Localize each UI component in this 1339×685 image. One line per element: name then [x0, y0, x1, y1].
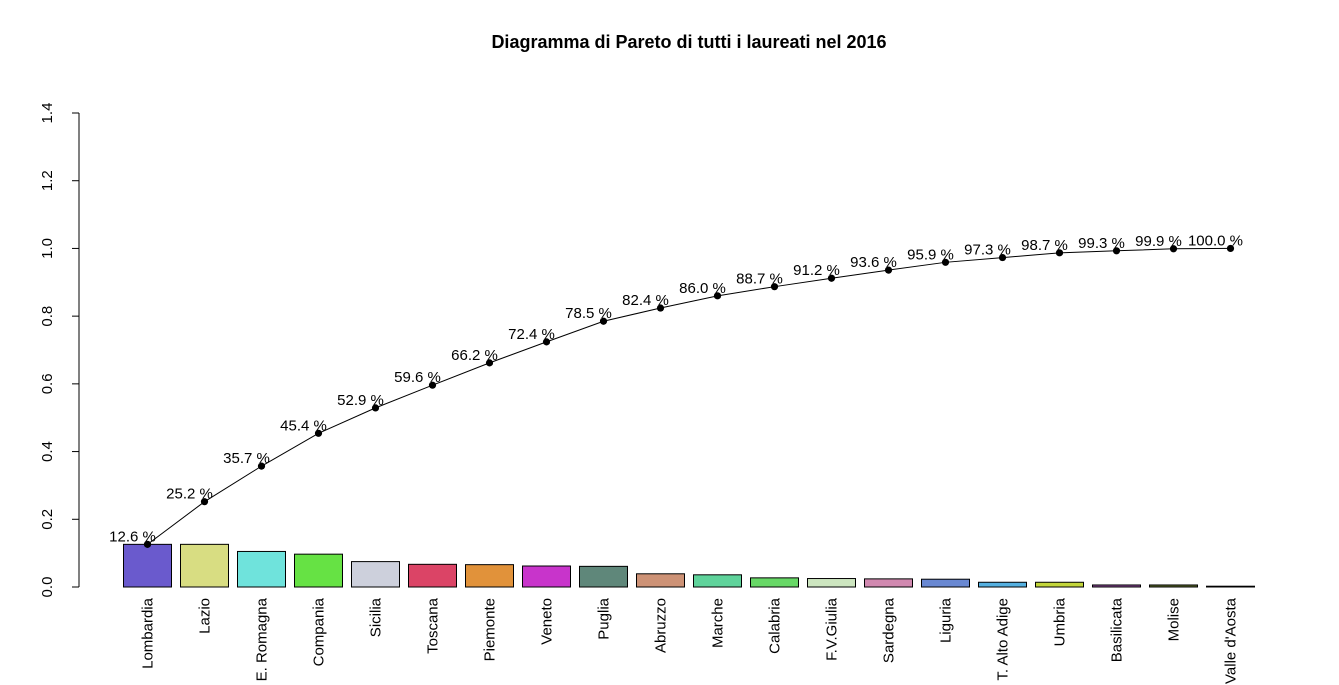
y-tick-label: 0.8	[39, 306, 56, 327]
bar-toscana	[408, 563, 457, 588]
bar-e-romagna	[237, 550, 286, 588]
cumulative-label: 72.4 %	[508, 326, 555, 343]
category-label: Abruzzo	[653, 598, 670, 653]
category-label: Lazio	[197, 598, 214, 634]
chart-title: Diagramma di Pareto di tutti i laureati …	[491, 32, 886, 52]
cumulative-point	[599, 317, 608, 325]
cumulative-point	[428, 381, 437, 389]
bar-abruzzo	[636, 573, 685, 588]
cumulative-label: 45.4 %	[280, 417, 327, 434]
category-label: Sardegna	[881, 597, 898, 663]
bar-molise	[1149, 584, 1198, 588]
category-label: Piemonte	[482, 598, 499, 661]
cumulative-label: 86.0 %	[679, 280, 726, 297]
cumulative-label: 99.9 %	[1135, 233, 1182, 250]
cumulative-point	[827, 274, 836, 282]
cumulative-label: 82.4 %	[622, 292, 669, 309]
cumulative-point	[314, 429, 323, 437]
bar-calabria	[750, 577, 799, 588]
cumulative-point	[713, 292, 722, 300]
cumulative-point	[542, 338, 551, 346]
category-label: Sicilia	[368, 597, 385, 637]
category-label: F.V.Giulia	[824, 597, 841, 660]
cumulative-point	[656, 304, 665, 312]
cumulative-point	[998, 253, 1007, 262]
cumulative-label: 95.9 %	[907, 246, 954, 263]
bar-valle-d-aosta	[1206, 585, 1255, 588]
bar-veneto	[522, 565, 571, 588]
category-label: Basilicata	[1109, 597, 1126, 662]
cumulative-point	[884, 266, 893, 274]
cumulative-label: 35.7 %	[223, 450, 270, 467]
cumulative-point	[770, 283, 779, 291]
y-axis: 0.0 0.2 0.4 0.6 0.8 1.0 1.2 1.4	[39, 103, 80, 598]
y-tick-label: 0.6	[39, 373, 56, 394]
category-label: E. Romagna	[254, 597, 271, 681]
cumulative-label: 59.6 %	[394, 369, 441, 386]
y-tick-label: 1.0	[39, 238, 56, 259]
bar-sicilia	[351, 561, 400, 588]
cumulative-series: 12.6 % 25.2 % 35.7 % 45.4 % 52.9 % 59.6 % 66.2…	[109, 232, 1243, 548]
category-label: Lombardia	[140, 597, 157, 669]
bar-basilicata	[1092, 584, 1141, 588]
cumulative-point	[1112, 247, 1121, 255]
category-label: Marche	[710, 598, 727, 648]
category-label: Calabria	[767, 597, 784, 654]
y-tick-label: 1.4	[39, 103, 56, 124]
category-labels: Lombardia Lazio E. Romagna Compania Sicilia T…	[140, 597, 1240, 684]
bar-f-v-giulia	[807, 578, 856, 588]
y-tick-label: 1.2	[39, 170, 56, 191]
category-label: Liguria	[938, 597, 955, 643]
cumulative-point	[941, 258, 950, 266]
category-label: Umbria	[1052, 597, 1069, 646]
bar-puglia	[579, 565, 628, 588]
cumulative-label: 98.7 %	[1021, 237, 1068, 254]
cumulative-label: 99.3 %	[1078, 235, 1125, 252]
bars	[123, 543, 1255, 588]
bar-lazio	[180, 543, 229, 588]
bar-sardegna	[864, 578, 913, 588]
cumulative-point	[371, 404, 380, 412]
cumulative-label: 66.2 %	[451, 347, 498, 364]
cumulative-label: 97.3 %	[964, 242, 1011, 259]
category-label: Compania	[311, 597, 328, 666]
cumulative-point	[1169, 245, 1178, 253]
cumulative-line	[147, 247, 1231, 545]
bar-liguria	[921, 578, 970, 588]
bar-umbria	[1035, 581, 1084, 588]
cumulative-label: 52.9 %	[337, 392, 384, 409]
cumulative-label: 93.6 %	[850, 254, 897, 271]
bar-compania	[294, 553, 343, 588]
y-tick-label: 0.2	[39, 509, 56, 530]
cumulative-point	[485, 359, 494, 367]
bar-lombardia	[123, 543, 172, 588]
category-label: T. Alto Adige	[995, 598, 1012, 681]
cumulative-label: 78.5 %	[565, 305, 612, 322]
cumulative-point	[200, 498, 209, 506]
cumulative-label: 25.2 %	[166, 486, 213, 503]
cumulative-point	[257, 462, 266, 470]
cumulative-point	[1055, 249, 1064, 257]
cumulative-point	[1226, 244, 1235, 253]
category-label: Puglia	[596, 597, 613, 639]
category-label: Toscana	[425, 597, 442, 654]
category-label: Valle d'Aosta	[1223, 597, 1240, 684]
bar-piemonte	[465, 564, 514, 588]
y-tick-label: 0.4	[39, 441, 56, 462]
cumulative-label: 88.7 %	[736, 271, 783, 288]
bar-marche	[693, 574, 742, 588]
cumulative-point	[143, 540, 152, 548]
cumulative-label: 12.6 %	[109, 528, 156, 545]
cumulative-label: 91.2 %	[793, 262, 840, 279]
y-tick-label: 0.0	[39, 577, 56, 598]
bar-t-alto-adige	[978, 581, 1027, 588]
category-label: Molise	[1166, 598, 1183, 641]
category-label: Veneto	[539, 598, 556, 645]
cumulative-label: 100.0 %	[1188, 232, 1243, 249]
